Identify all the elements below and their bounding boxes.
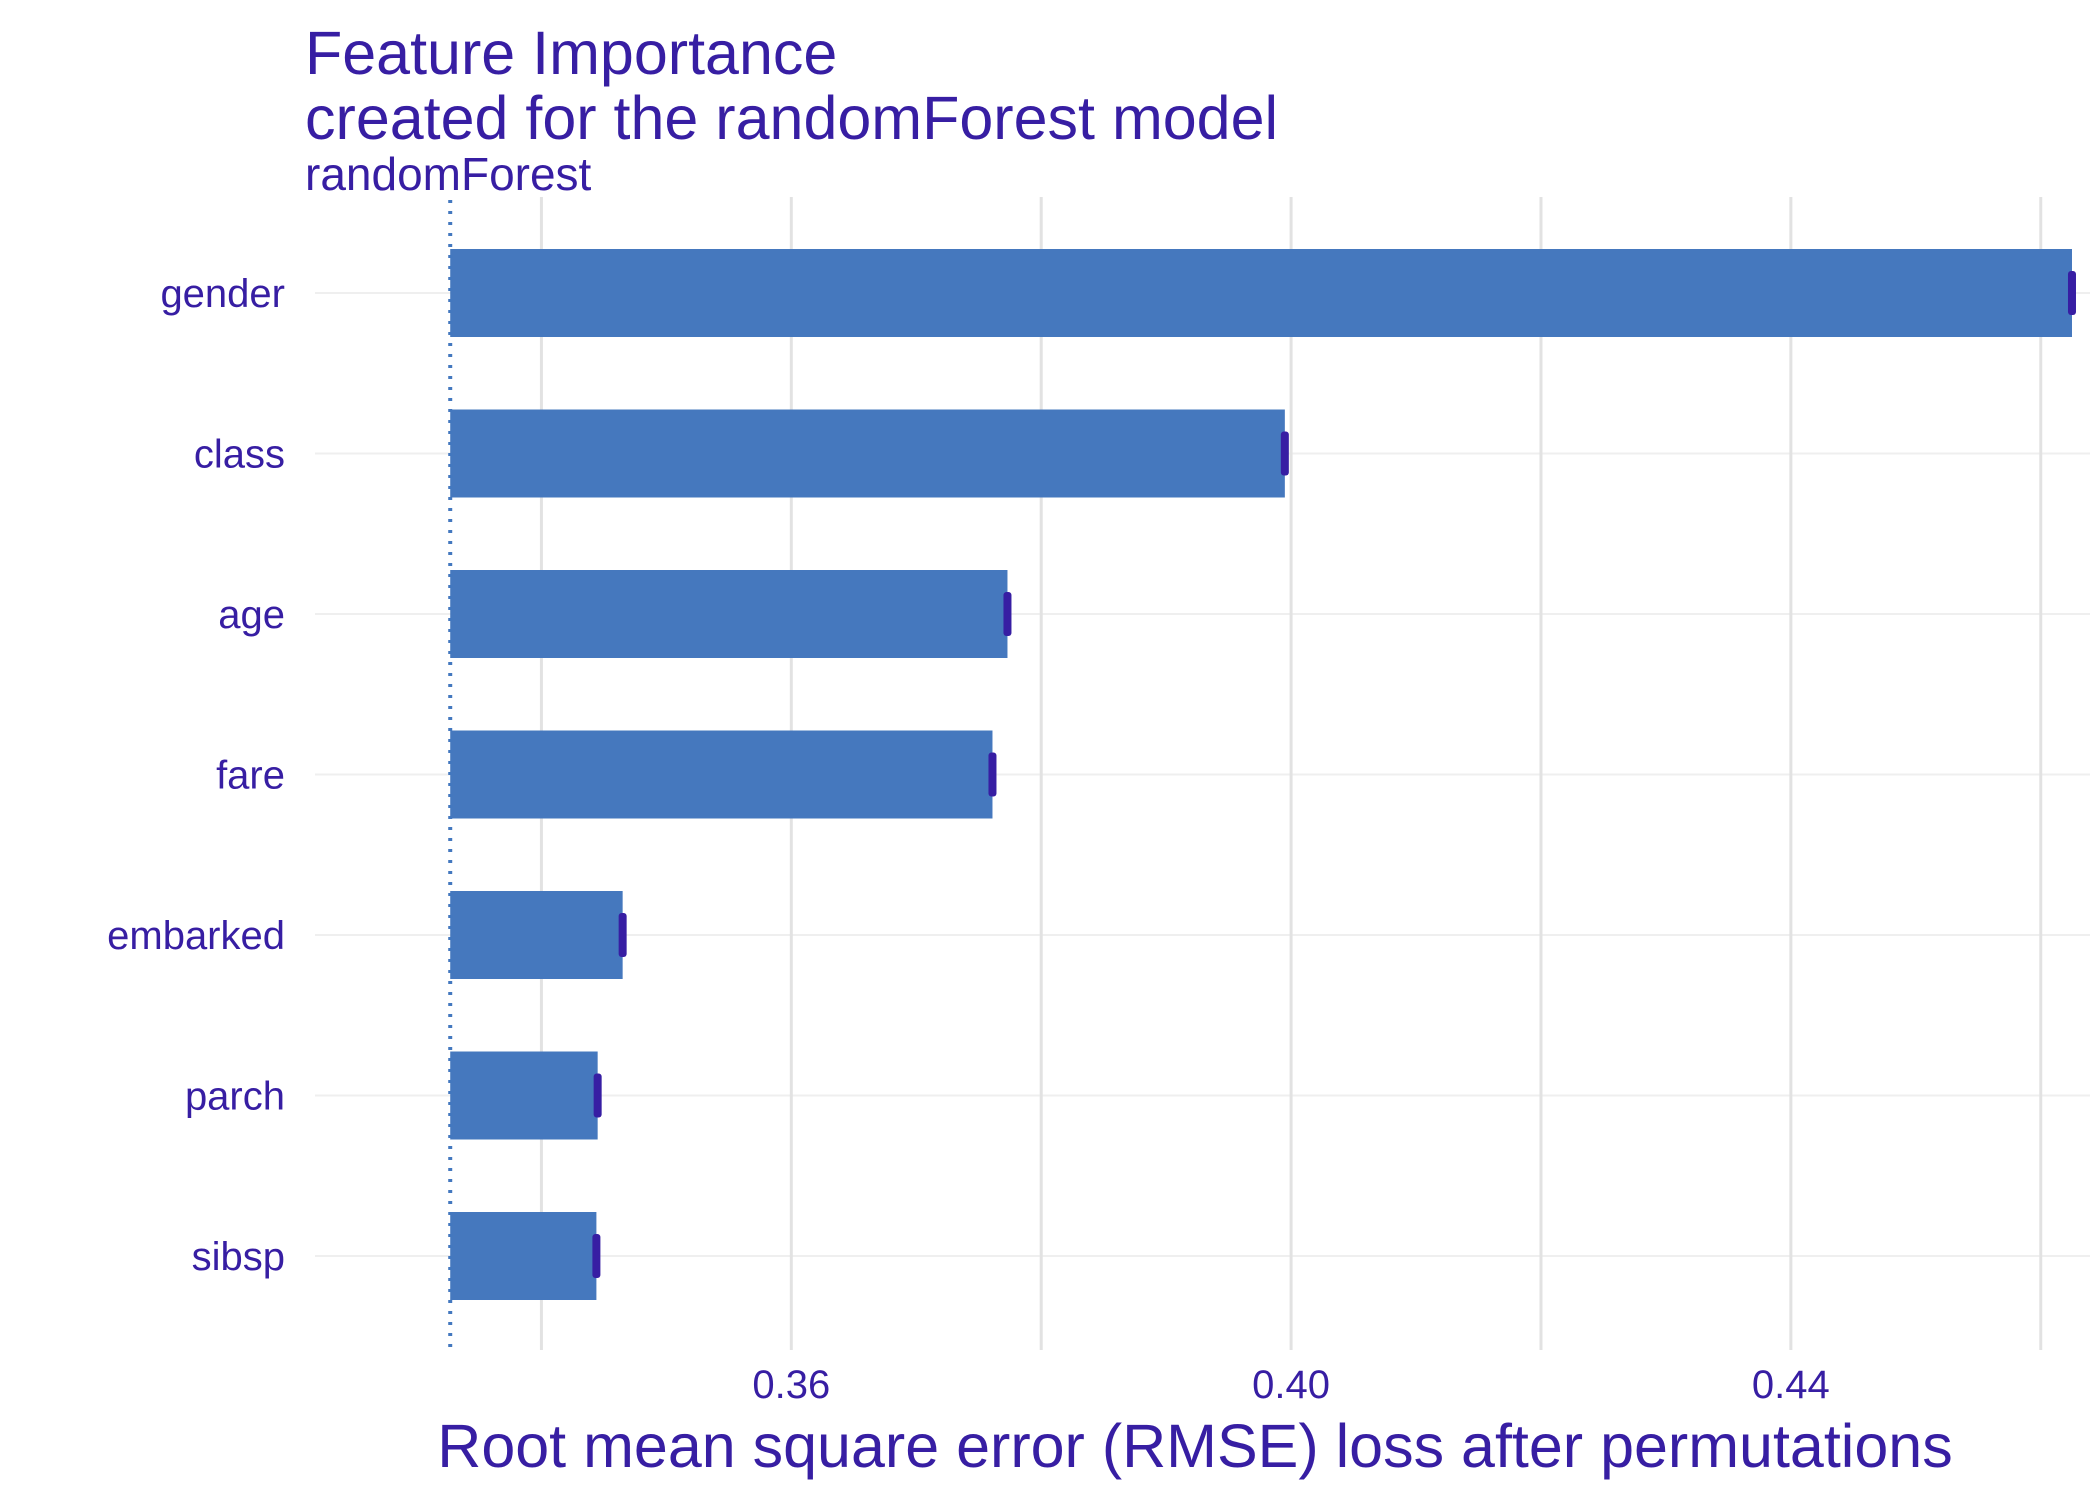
- interval-marks: [592, 271, 2076, 1278]
- gridlines: [315, 197, 2090, 1350]
- chart-subtitle: created for the randomForest model: [305, 84, 1278, 152]
- category-label-parch: parch: [185, 1075, 285, 1119]
- category-label-class: class: [194, 433, 285, 477]
- interval-mark-age: [1003, 592, 1012, 636]
- category-label-age: age: [218, 593, 285, 637]
- bar-sibsp: [450, 1212, 597, 1300]
- bar-parch: [450, 1051, 598, 1140]
- x-tick-label: 0.44: [1752, 1363, 1830, 1407]
- category-label-gender: gender: [160, 272, 285, 316]
- chart-title: Feature Importance: [305, 19, 837, 87]
- category-label-embarked: embarked: [107, 914, 285, 958]
- interval-mark-fare: [988, 752, 997, 797]
- interval-mark-embarked: [618, 913, 627, 957]
- interval-mark-class: [1280, 431, 1289, 476]
- bar-class: [450, 409, 1285, 498]
- x-tick-label: 0.40: [1252, 1363, 1330, 1407]
- interval-mark-gender: [2067, 271, 2076, 315]
- x-axis-label: Root mean square error (RMSE) loss after…: [437, 1412, 1952, 1480]
- facet-label: randomForest: [305, 148, 592, 200]
- bars: [450, 249, 2072, 1300]
- category-label-sibsp: sibsp: [192, 1235, 285, 1279]
- category-labels: gender class age fare embarked parch sibsp: [107, 272, 285, 1279]
- bar-fare: [450, 730, 993, 819]
- interval-mark-parch: [593, 1073, 602, 1118]
- x-tick-label: 0.36: [752, 1363, 830, 1407]
- bar-embarked: [450, 891, 623, 979]
- x-tick-labels: 0.36 0.40 0.44: [752, 1363, 1829, 1407]
- interval-mark-sibsp: [592, 1234, 601, 1278]
- category-label-fare: fare: [216, 754, 285, 798]
- bar-gender: [450, 249, 2072, 337]
- bar-age: [450, 570, 1008, 658]
